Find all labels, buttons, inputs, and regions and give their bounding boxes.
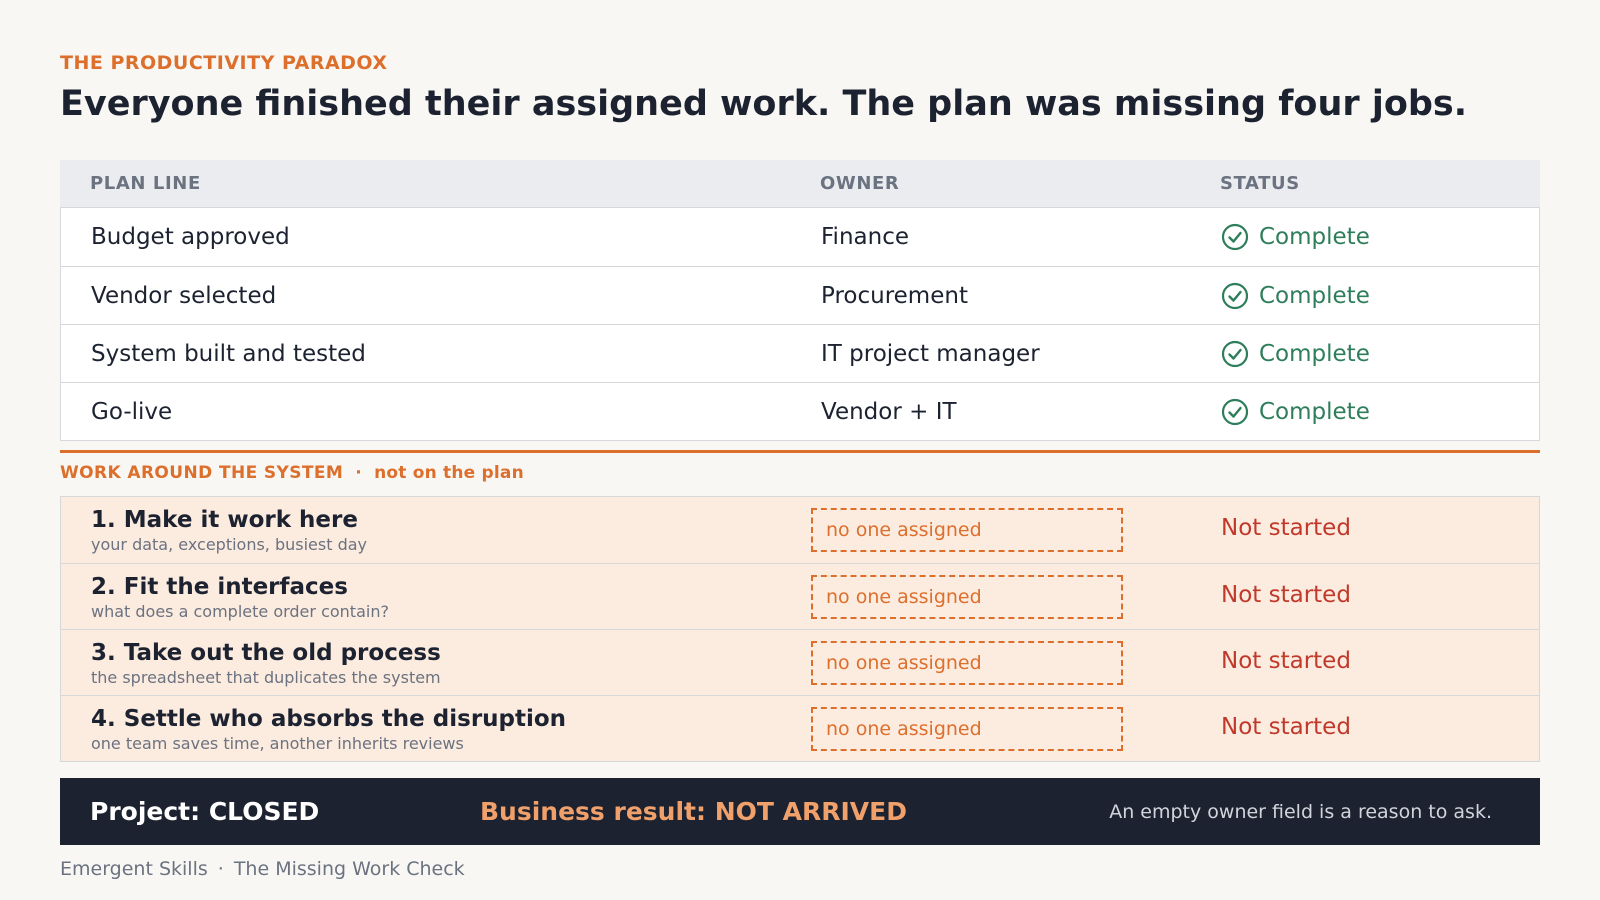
work-subtitle: one team saves time, another inherits re… bbox=[91, 734, 464, 753]
work-title: 1. Make it work here bbox=[91, 507, 358, 533]
table-row: Budget approved Finance Complete bbox=[61, 208, 1539, 266]
plan-table: PLAN LINE OWNER STATUS Budget approved F… bbox=[60, 160, 1540, 441]
header-status: STATUS bbox=[1220, 173, 1300, 194]
check-circle-icon bbox=[1221, 223, 1249, 251]
status-label: Complete bbox=[1259, 224, 1370, 250]
owner: Finance bbox=[821, 224, 909, 250]
project-status: Project: CLOSED bbox=[90, 797, 320, 826]
owner: Procurement bbox=[821, 282, 968, 309]
status-label: Complete bbox=[1259, 282, 1370, 309]
section-label: WORK AROUND THE SYSTEM · not on the plan bbox=[60, 463, 524, 483]
status-not-started: Not started bbox=[1221, 515, 1351, 541]
eyebrow: THE PRODUCTIVITY PARADOX bbox=[60, 52, 388, 74]
business-result: Business result: NOT ARRIVED bbox=[480, 797, 907, 826]
work-table: 1. Make it work here your data, exceptio… bbox=[60, 496, 1540, 762]
header-owner: OWNER bbox=[820, 173, 900, 194]
owner: Vendor + IT bbox=[821, 398, 957, 425]
plan-line: Budget approved bbox=[91, 224, 290, 250]
table-row: 4. Settle who absorbs the disruption one… bbox=[61, 695, 1539, 761]
section-tag: not on the plan bbox=[374, 463, 524, 483]
table-row: System built and tested IT project manag… bbox=[61, 324, 1539, 382]
summary-bar: Project: CLOSED Business result: NOT ARR… bbox=[60, 778, 1540, 845]
status-complete: Complete bbox=[1221, 340, 1370, 368]
work-title: 2. Fit the interfaces bbox=[91, 574, 348, 600]
status-label: Complete bbox=[1259, 340, 1370, 367]
check-circle-icon bbox=[1221, 340, 1249, 367]
credit-title: The Missing Work Check bbox=[233, 858, 465, 880]
owner-field-empty[interactable]: no one assigned bbox=[811, 641, 1123, 685]
table-row: 3. Take out the old process the spreadsh… bbox=[61, 629, 1539, 695]
status-not-started: Not started bbox=[1221, 714, 1351, 740]
plan-line: System built and tested bbox=[91, 340, 366, 367]
plan-table-body: Budget approved Finance Complete Vendor … bbox=[60, 207, 1540, 441]
footer-note: An empty owner field is a reason to ask. bbox=[1109, 801, 1492, 823]
credit-brand: Emergent Skills bbox=[60, 858, 208, 880]
status-not-started: Not started bbox=[1221, 648, 1351, 674]
check-circle-icon bbox=[1221, 398, 1249, 425]
credit-separator: · bbox=[217, 858, 224, 880]
work-title: 4. Settle who absorbs the disruption bbox=[91, 706, 567, 732]
table-row: Vendor selected Procurement Complete bbox=[61, 266, 1539, 324]
owner-field-empty[interactable]: no one assigned bbox=[811, 707, 1123, 751]
section-title: WORK AROUND THE SYSTEM bbox=[60, 463, 344, 483]
separator: · bbox=[355, 463, 363, 483]
page-title: Everyone finished their assigned work. T… bbox=[60, 84, 1468, 124]
work-subtitle: the spreadsheet that duplicates the syst… bbox=[91, 668, 441, 687]
owner: IT project manager bbox=[821, 340, 1040, 367]
work-subtitle: your data, exceptions, busiest day bbox=[91, 535, 368, 554]
owner-field-empty[interactable]: no one assigned bbox=[811, 508, 1123, 552]
status-complete: Complete bbox=[1221, 223, 1370, 251]
status-complete: Complete bbox=[1221, 398, 1370, 426]
header-plan-line: PLAN LINE bbox=[90, 173, 201, 194]
status-complete: Complete bbox=[1221, 282, 1370, 310]
status-label: Complete bbox=[1259, 398, 1370, 425]
work-subtitle: what does a complete order contain? bbox=[91, 602, 389, 621]
work-title: 3. Take out the old process bbox=[91, 640, 441, 666]
check-circle-icon bbox=[1221, 282, 1249, 309]
owner-field-empty[interactable]: no one assigned bbox=[811, 575, 1123, 619]
table-row: 2. Fit the interfaces what does a comple… bbox=[61, 563, 1539, 629]
section-divider bbox=[60, 450, 1540, 453]
plan-table-header: PLAN LINE OWNER STATUS bbox=[60, 160, 1540, 207]
status-not-started: Not started bbox=[1221, 582, 1351, 608]
plan-line: Go-live bbox=[91, 398, 173, 425]
credit-line: Emergent Skills · The Missing Work Check bbox=[60, 858, 465, 880]
table-row: 1. Make it work here your data, exceptio… bbox=[61, 497, 1539, 563]
plan-line: Vendor selected bbox=[91, 282, 277, 309]
table-row: Go-live Vendor + IT Complete bbox=[61, 382, 1539, 440]
